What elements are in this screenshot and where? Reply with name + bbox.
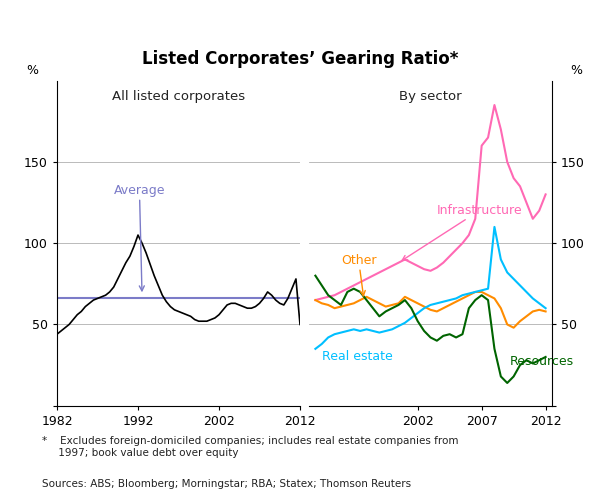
- Text: Real estate: Real estate: [322, 350, 392, 363]
- Text: By sector: By sector: [399, 90, 462, 103]
- Text: Infrastructure: Infrastructure: [402, 204, 523, 261]
- Text: %: %: [570, 65, 582, 78]
- Text: %: %: [27, 65, 39, 78]
- Text: Average: Average: [114, 184, 165, 291]
- Text: Other: Other: [341, 255, 376, 296]
- Text: *    Excludes foreign-domiciled companies; includes real estate companies from
 : * Excludes foreign-domiciled companies; …: [42, 436, 458, 458]
- Text: Resources: Resources: [510, 355, 574, 368]
- Text: Sources: ABS; Bloomberg; Morningstar; RBA; Statex; Thomson Reuters: Sources: ABS; Bloomberg; Morningstar; RB…: [42, 479, 411, 489]
- Text: Listed Corporates’ Gearing Ratio*: Listed Corporates’ Gearing Ratio*: [142, 50, 458, 68]
- Text: All listed corporates: All listed corporates: [112, 90, 245, 103]
